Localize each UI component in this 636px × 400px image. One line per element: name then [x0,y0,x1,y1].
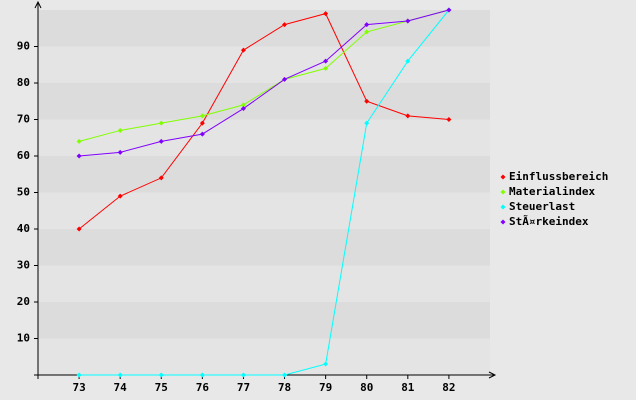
y-tick-label: 90 [17,40,30,53]
point [446,7,452,13]
point [199,120,205,126]
point [240,372,246,378]
y-tick-label: 20 [17,295,30,308]
grid-band [38,302,490,339]
point [76,226,82,232]
legend-label: Einflussbereich [509,170,608,183]
point [405,18,411,24]
y-tick-label: 40 [17,222,30,235]
point [364,120,370,126]
x-tick-label: 75 [155,381,168,394]
x-tick-label: 79 [319,381,332,394]
y-tick-label: 70 [17,113,30,126]
legend-label: Materialindex [509,185,595,198]
series-line [79,9,450,157]
legend-marker [500,174,506,180]
legend-marker [500,189,506,195]
x-tick-label: 77 [237,381,250,394]
y-tick-label: 10 [17,332,30,345]
point [405,113,411,119]
y-axis-arrow [34,0,42,9]
point [364,29,370,35]
legend-label: Steuerlast [509,200,575,213]
grid-band [38,10,490,47]
grid-band [38,192,490,229]
y-tick-label: 30 [17,259,30,272]
point [323,58,329,64]
point [240,106,246,112]
x-tick-label: 73 [72,381,85,394]
point [76,372,82,378]
x-tick-label: 82 [442,381,455,394]
grid-band [38,338,490,375]
point [323,361,329,367]
point [282,372,288,378]
point [76,138,82,144]
x-tick-label: 76 [196,381,210,394]
x-tick-label: 74 [114,381,128,394]
x-tick-label: 80 [360,381,373,394]
point [117,149,123,155]
point [364,22,370,28]
legend-marker [500,204,506,210]
point [158,372,164,378]
x-axis-arrow [488,371,497,379]
point [199,131,205,137]
series-line [78,13,449,230]
legend-label: StÃ¤rkeindex [509,215,589,228]
x-tick-label: 78 [278,381,291,394]
point [282,22,288,28]
grid-band [38,46,490,83]
point [199,113,205,119]
grid-band [38,265,490,302]
point [446,117,452,122]
y-tick-label: 50 [17,186,30,199]
grid-band [38,229,490,266]
y-tick-label: 80 [17,76,30,89]
grid-band [38,156,490,193]
point [323,65,329,71]
point [199,372,205,378]
point [117,193,123,199]
point [158,120,164,126]
point [240,102,246,108]
grid-band [38,83,490,120]
grid-band [38,119,490,156]
point [323,11,329,17]
point [364,98,370,104]
point [405,58,411,64]
series-line [78,9,450,142]
point [158,175,164,181]
point [76,153,82,159]
legend-marker [500,219,506,225]
point [158,138,164,144]
point [240,47,246,53]
point [117,372,123,378]
x-tick-label: 81 [401,381,415,394]
y-tick-label: 60 [17,149,30,162]
point [282,76,288,82]
point [117,127,123,133]
series-line [79,9,450,376]
